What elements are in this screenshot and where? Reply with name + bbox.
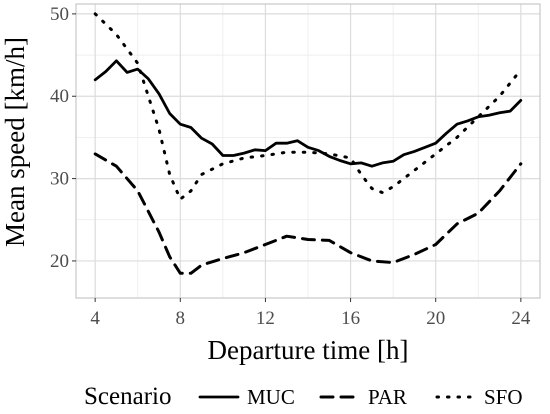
tick-labels: 4 8 12 16 20 24 20 30 40 50 [50,4,531,329]
x-tick-label: 8 [176,308,186,329]
y-tick-label: 40 [50,86,69,107]
x-tick-label: 4 [90,308,100,329]
x-axis-title: Departure time [h] [208,335,409,365]
y-tick-label: 50 [50,4,69,25]
legend-title: Scenario [84,383,171,410]
legend: Scenario MUC PAR SFO [84,383,523,410]
plot-panel-border [75,3,541,299]
x-tick-label: 24 [511,308,531,329]
series-line-sfo [93,12,523,201]
grid [75,3,541,299]
x-tick-label: 20 [426,308,445,329]
y-tick-label: 30 [50,169,69,190]
x-tick-label: 12 [256,308,275,329]
legend-label-par: PAR [368,385,407,409]
y-tick-label: 20 [50,251,69,272]
legend-label-sfo: SFO [484,385,523,409]
series-line-muc [93,59,523,168]
y-axis-title: Mean speed [km/h] [0,37,30,247]
series-lines [93,12,523,275]
series-line-par [93,152,523,275]
legend-label-muc: MUC [247,385,295,409]
x-tick-label: 16 [341,308,360,329]
